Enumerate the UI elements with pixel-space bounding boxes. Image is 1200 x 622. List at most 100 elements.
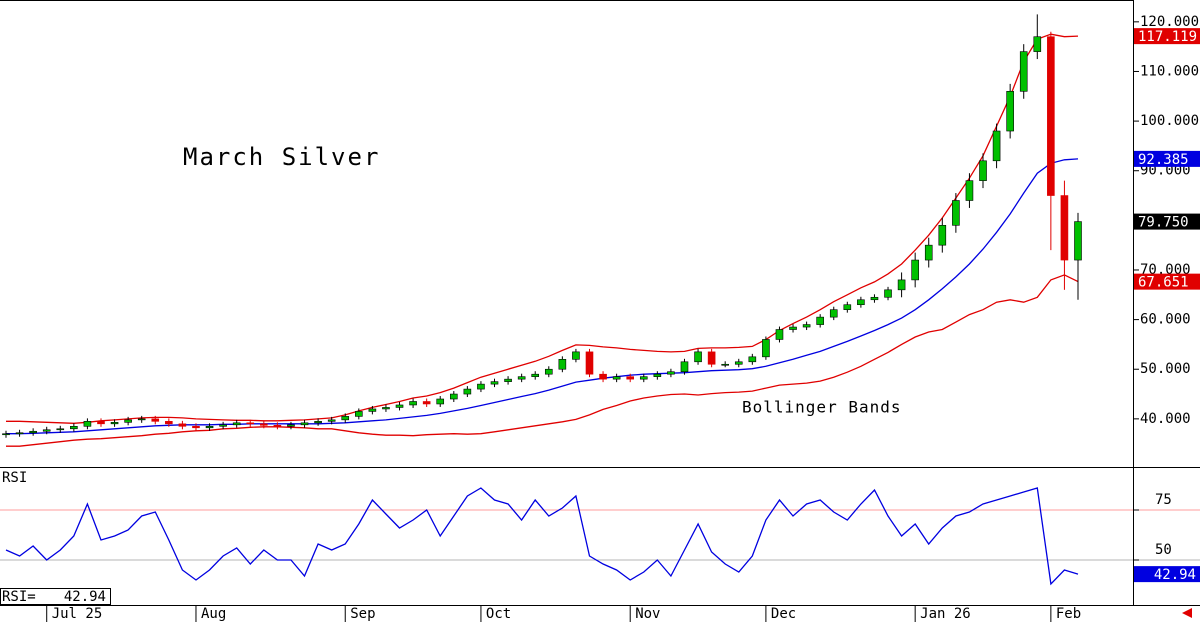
rsi-readout-box bbox=[0, 588, 111, 605]
candle-body bbox=[857, 299, 865, 306]
x-tick-label: Jul 25 bbox=[52, 606, 103, 622]
candle-body bbox=[748, 356, 757, 363]
y-tick-label: 75 bbox=[1155, 492, 1172, 508]
candle-body bbox=[1019, 51, 1028, 92]
candle-body bbox=[599, 373, 607, 380]
price-label-box bbox=[1134, 273, 1200, 290]
candle-body bbox=[124, 419, 132, 423]
candle-body bbox=[965, 180, 974, 201]
candle-body bbox=[626, 376, 635, 380]
candle-body bbox=[219, 424, 227, 427]
candle-body bbox=[110, 422, 119, 425]
candle-body bbox=[639, 376, 648, 380]
price-label: 67.651 bbox=[1138, 275, 1189, 291]
candle-body bbox=[816, 316, 824, 325]
candle-body bbox=[395, 404, 404, 408]
candle-body bbox=[2, 433, 10, 436]
candle-body bbox=[789, 326, 797, 330]
candle-body bbox=[897, 279, 906, 291]
candle-body bbox=[721, 363, 729, 366]
candle-body bbox=[734, 361, 743, 365]
y-tick-label: 110.000 bbox=[1140, 63, 1199, 79]
candle-body bbox=[911, 259, 919, 281]
x-tick-label: Jan 26 bbox=[920, 606, 971, 622]
price-label-box bbox=[1134, 28, 1200, 45]
candle-body bbox=[843, 304, 852, 310]
candle-body bbox=[979, 160, 987, 181]
rsi-title: RSI bbox=[2, 470, 27, 486]
x-tick-label: Aug bbox=[201, 606, 226, 622]
candle-body bbox=[422, 401, 431, 405]
y-tick-label: 50.000 bbox=[1140, 361, 1191, 377]
rsi-line bbox=[5, 487, 1079, 586]
price-label-box bbox=[1134, 150, 1200, 167]
price-label: 79.750 bbox=[1138, 215, 1189, 231]
y-tick-label: 60.000 bbox=[1140, 312, 1191, 328]
y-tick-label: 40.000 bbox=[1140, 411, 1191, 427]
candle-body bbox=[327, 419, 336, 422]
candle-body bbox=[667, 371, 675, 375]
candle-body bbox=[178, 423, 187, 427]
candle-body bbox=[572, 351, 580, 360]
candle-body bbox=[341, 416, 350, 421]
x-tick-label: Nov bbox=[635, 606, 660, 622]
candle-body bbox=[137, 418, 146, 421]
candle-body bbox=[870, 296, 879, 301]
candle-body bbox=[287, 424, 295, 427]
candle-body bbox=[680, 361, 689, 373]
candle-body bbox=[463, 388, 472, 395]
candle-body bbox=[56, 428, 65, 431]
candle-body bbox=[612, 376, 621, 380]
bollinger-band bbox=[6, 33, 1079, 424]
candle-body bbox=[273, 425, 282, 427]
candle-body bbox=[1006, 91, 1014, 132]
annotation: Bollinger Bands bbox=[742, 398, 902, 417]
candle-body bbox=[992, 130, 1001, 162]
candle-body bbox=[1060, 195, 1069, 261]
candle-body bbox=[775, 329, 784, 340]
chart-title: March Silver bbox=[183, 143, 380, 171]
candle-body bbox=[802, 324, 811, 328]
candle-body bbox=[205, 426, 214, 429]
candle-body bbox=[368, 408, 377, 412]
x-tick-label: Dec bbox=[771, 606, 796, 622]
candle-body bbox=[151, 418, 160, 422]
candle-body bbox=[42, 429, 51, 432]
rsi-readout-prefix: RSI= bbox=[2, 589, 36, 605]
candle-body bbox=[504, 378, 512, 382]
candle-body bbox=[409, 401, 417, 406]
candle-body bbox=[260, 423, 268, 426]
rsi-value: 42.94 bbox=[1154, 567, 1196, 583]
scroll-arrow[interactable] bbox=[1182, 608, 1192, 618]
candle-body bbox=[70, 426, 78, 430]
candle-body bbox=[585, 351, 594, 375]
x-tick-label: Sep bbox=[350, 606, 375, 622]
candle-body bbox=[97, 421, 105, 425]
y-tick-label: 120.000 bbox=[1140, 14, 1199, 30]
candle-body bbox=[707, 351, 716, 365]
candle-body bbox=[1074, 221, 1082, 261]
candle-body bbox=[83, 421, 92, 427]
candle-body bbox=[246, 422, 255, 425]
candle-body bbox=[314, 421, 322, 424]
candle-body bbox=[29, 430, 37, 434]
price-label: 117.119 bbox=[1138, 29, 1197, 45]
candle-body bbox=[531, 373, 540, 377]
candle-body bbox=[517, 376, 526, 380]
candle-body bbox=[449, 393, 458, 400]
y-tick-label: 50 bbox=[1155, 542, 1172, 558]
candle-body bbox=[653, 373, 662, 377]
candle-body bbox=[436, 398, 445, 405]
candle-body bbox=[762, 339, 770, 358]
bollinger-band bbox=[6, 274, 1079, 447]
candle-body bbox=[300, 422, 309, 426]
candle-body bbox=[1047, 36, 1055, 196]
x-tick-label: Oct bbox=[486, 606, 511, 622]
candle-body bbox=[924, 244, 933, 261]
candle-body bbox=[558, 359, 567, 370]
candle-body bbox=[829, 309, 838, 318]
candle-body bbox=[544, 368, 553, 375]
price-label-box bbox=[1134, 213, 1200, 230]
